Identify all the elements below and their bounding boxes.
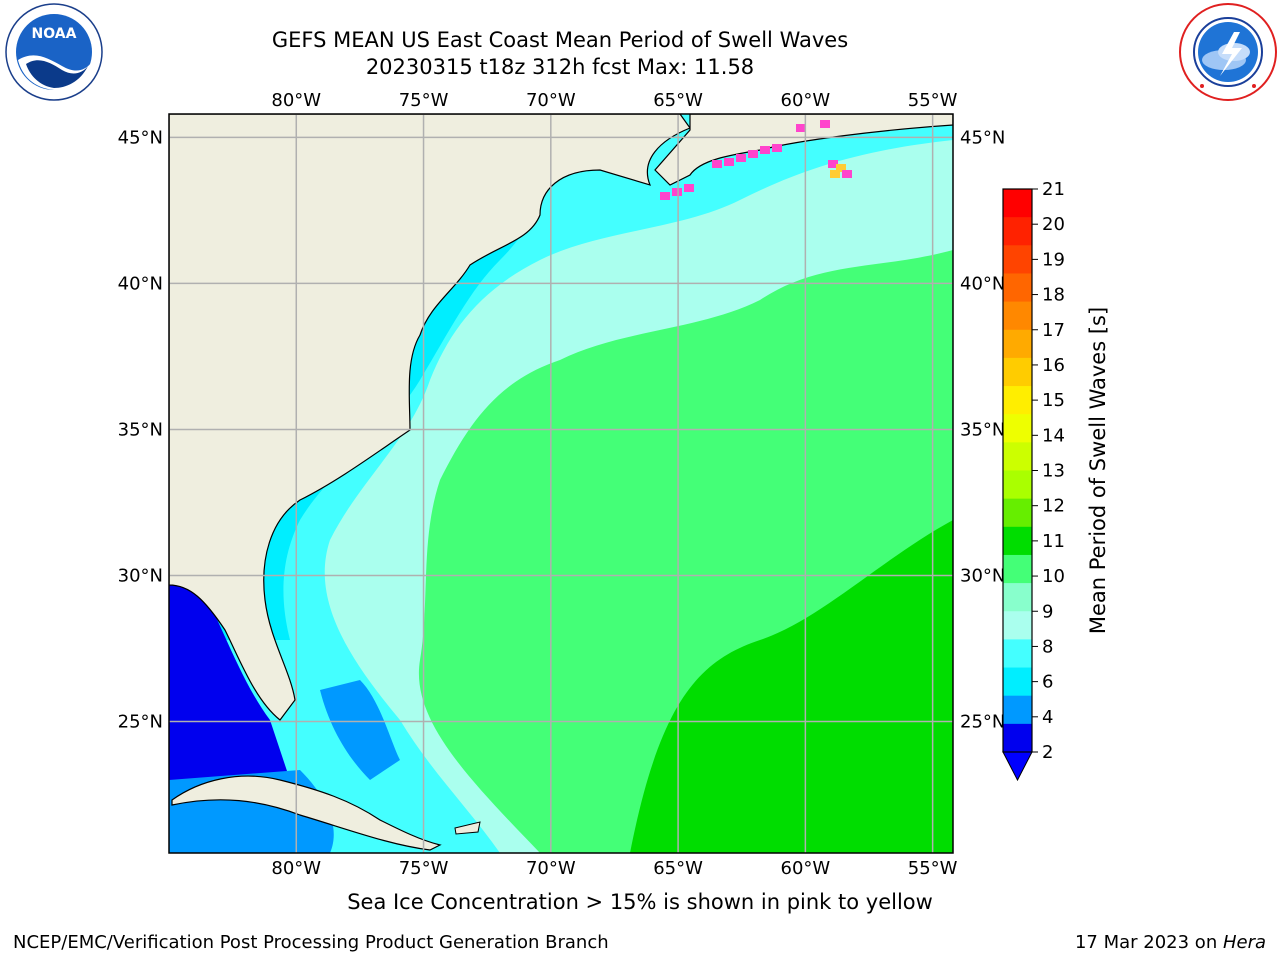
lat-tick-label-left: 30°N — [118, 566, 163, 587]
colorbar-segment — [1003, 273, 1032, 303]
colorbar-tick-label: 6 — [1042, 672, 1053, 693]
footer-date-text: 17 Mar 2023 on — [1074, 932, 1223, 953]
colorbar-segment — [1003, 583, 1032, 612]
lat-tick-label-right: 35°N — [960, 419, 1005, 440]
lat-tick-label-right: 40°N — [960, 273, 1005, 294]
colorbar-tick-label: 9 — [1042, 601, 1053, 622]
colorbar-label: Mean Period of Swell Waves [s] — [1086, 307, 1110, 634]
lat-tick-label-right: 30°N — [960, 566, 1005, 587]
colorbar-segment — [1003, 611, 1032, 640]
lat-tick-label-left: 25°N — [118, 712, 163, 733]
colorbar-tick-label: 20 — [1042, 214, 1065, 235]
colorbar-segment — [1003, 470, 1032, 500]
colorbar-tick-label: 8 — [1042, 636, 1053, 657]
colorbar-tick-label: 4 — [1042, 707, 1053, 728]
colorbar-tick-label: 14 — [1042, 425, 1065, 446]
colorbar-segment — [1003, 667, 1032, 697]
sea-ice-pixel — [842, 170, 852, 178]
colorbar-segment — [1003, 301, 1032, 331]
colorbar-tick-label: 15 — [1042, 390, 1065, 411]
colorbar-segment — [1003, 639, 1032, 669]
sea-ice-pixel — [772, 144, 782, 152]
colorbar-segment — [1003, 386, 1032, 415]
colorbar-tick-label: 17 — [1042, 320, 1065, 341]
lon-tick-label-top: 75°W — [399, 90, 449, 111]
sea-ice-pixel — [684, 184, 694, 192]
colorbar-tick-label: 10 — [1042, 566, 1065, 587]
lon-tick-label-top: 80°W — [271, 90, 321, 111]
plot-title: GEFS MEAN US East Coast Mean Period of S… — [271, 28, 849, 52]
colorbar-tick-label: 19 — [1042, 249, 1065, 270]
sea-ice-pixel — [724, 158, 734, 166]
colorbar-tick-label: 21 — [1042, 179, 1065, 200]
sea-ice-pixel — [736, 154, 746, 162]
colorbar-segment — [1003, 189, 1032, 218]
colorbar-tick-label: 13 — [1042, 461, 1065, 482]
sea-ice-pixel — [712, 160, 722, 168]
colorbar-segment — [1003, 245, 1032, 274]
colorbar-segment — [1003, 695, 1032, 725]
colorbar-segment — [1003, 414, 1032, 443]
sea-ice-caption: Sea Ice Concentration > 15% is shown in … — [347, 890, 933, 914]
sea-ice-pixel — [796, 124, 806, 132]
colorbar-tick-label: 12 — [1042, 496, 1065, 517]
lon-tick-label-top: 65°W — [653, 90, 703, 111]
lon-tick-label-bottom: 70°W — [526, 858, 576, 879]
sea-ice-pixel — [820, 120, 830, 128]
colorbar-segment — [1003, 442, 1032, 471]
sea-ice-pixel — [660, 192, 670, 200]
lat-tick-label-left: 40°N — [118, 273, 163, 294]
hispaniola-land — [454, 821, 481, 835]
sea-ice-pixel — [836, 164, 846, 172]
colorbar-segment — [1003, 217, 1032, 246]
lon-tick-label-bottom: 65°W — [653, 858, 703, 879]
colorbar-extend-arrow — [1002, 751, 1033, 782]
north-america-land — [169, 114, 691, 721]
lon-tick-label-bottom: 75°W — [399, 858, 449, 879]
sea-ice-pixel — [672, 188, 682, 196]
map-frame — [168, 113, 954, 854]
lon-tick-label-bottom: 55°W — [908, 858, 958, 879]
colorbar-tick-label: 16 — [1042, 355, 1065, 376]
lon-tick-label-top: 55°W — [908, 90, 958, 111]
lat-tick-label-right: 25°N — [960, 712, 1005, 733]
plot-subtitle: 20230315 t18z 312h fcst Max: 11.58 — [365, 55, 755, 79]
sea-ice-pixel — [748, 150, 758, 158]
sea-ice-pixel — [760, 146, 770, 154]
sea-ice-pixel — [830, 170, 840, 178]
lon-tick-label-bottom: 60°W — [781, 858, 831, 879]
colorbar-tick-label: 18 — [1042, 285, 1065, 306]
gulf-low-period — [169, 580, 290, 800]
footer-credit: NCEP/EMC/Verification Post Processing Pr… — [13, 932, 609, 953]
colorbar-tick-label: 11 — [1042, 531, 1065, 552]
footer-date: 17 Mar 2023 on Hera — [1075, 932, 1266, 953]
lat-tick-label-left: 45°N — [118, 127, 163, 148]
lon-tick-label-bottom: 80°W — [271, 858, 321, 879]
colorbar-segment — [1003, 526, 1032, 556]
lat-tick-label-right: 45°N — [960, 127, 1005, 148]
lon-tick-label-top: 70°W — [526, 90, 576, 111]
colorbar-segment — [1003, 554, 1032, 584]
map-layers — [169, 114, 953, 853]
colorbar-segment — [1003, 357, 1032, 387]
footer-host: Hera — [1222, 932, 1266, 953]
nws-logo-icon — [1179, 3, 1277, 101]
colorbar-segment — [1003, 498, 1032, 528]
noaa-logo-text: NOAA — [32, 26, 77, 42]
lon-tick-label-top: 60°W — [781, 90, 831, 111]
bahamas-low-period — [320, 680, 400, 780]
sea-ice-pixel — [828, 160, 838, 168]
noaa-logo-icon: NOAA — [5, 3, 103, 101]
colorbar-segment — [1003, 329, 1032, 359]
colorbar-segment — [1003, 723, 1032, 753]
colorbar-tick-label: 2 — [1042, 742, 1053, 763]
lat-tick-label-left: 35°N — [118, 419, 163, 440]
